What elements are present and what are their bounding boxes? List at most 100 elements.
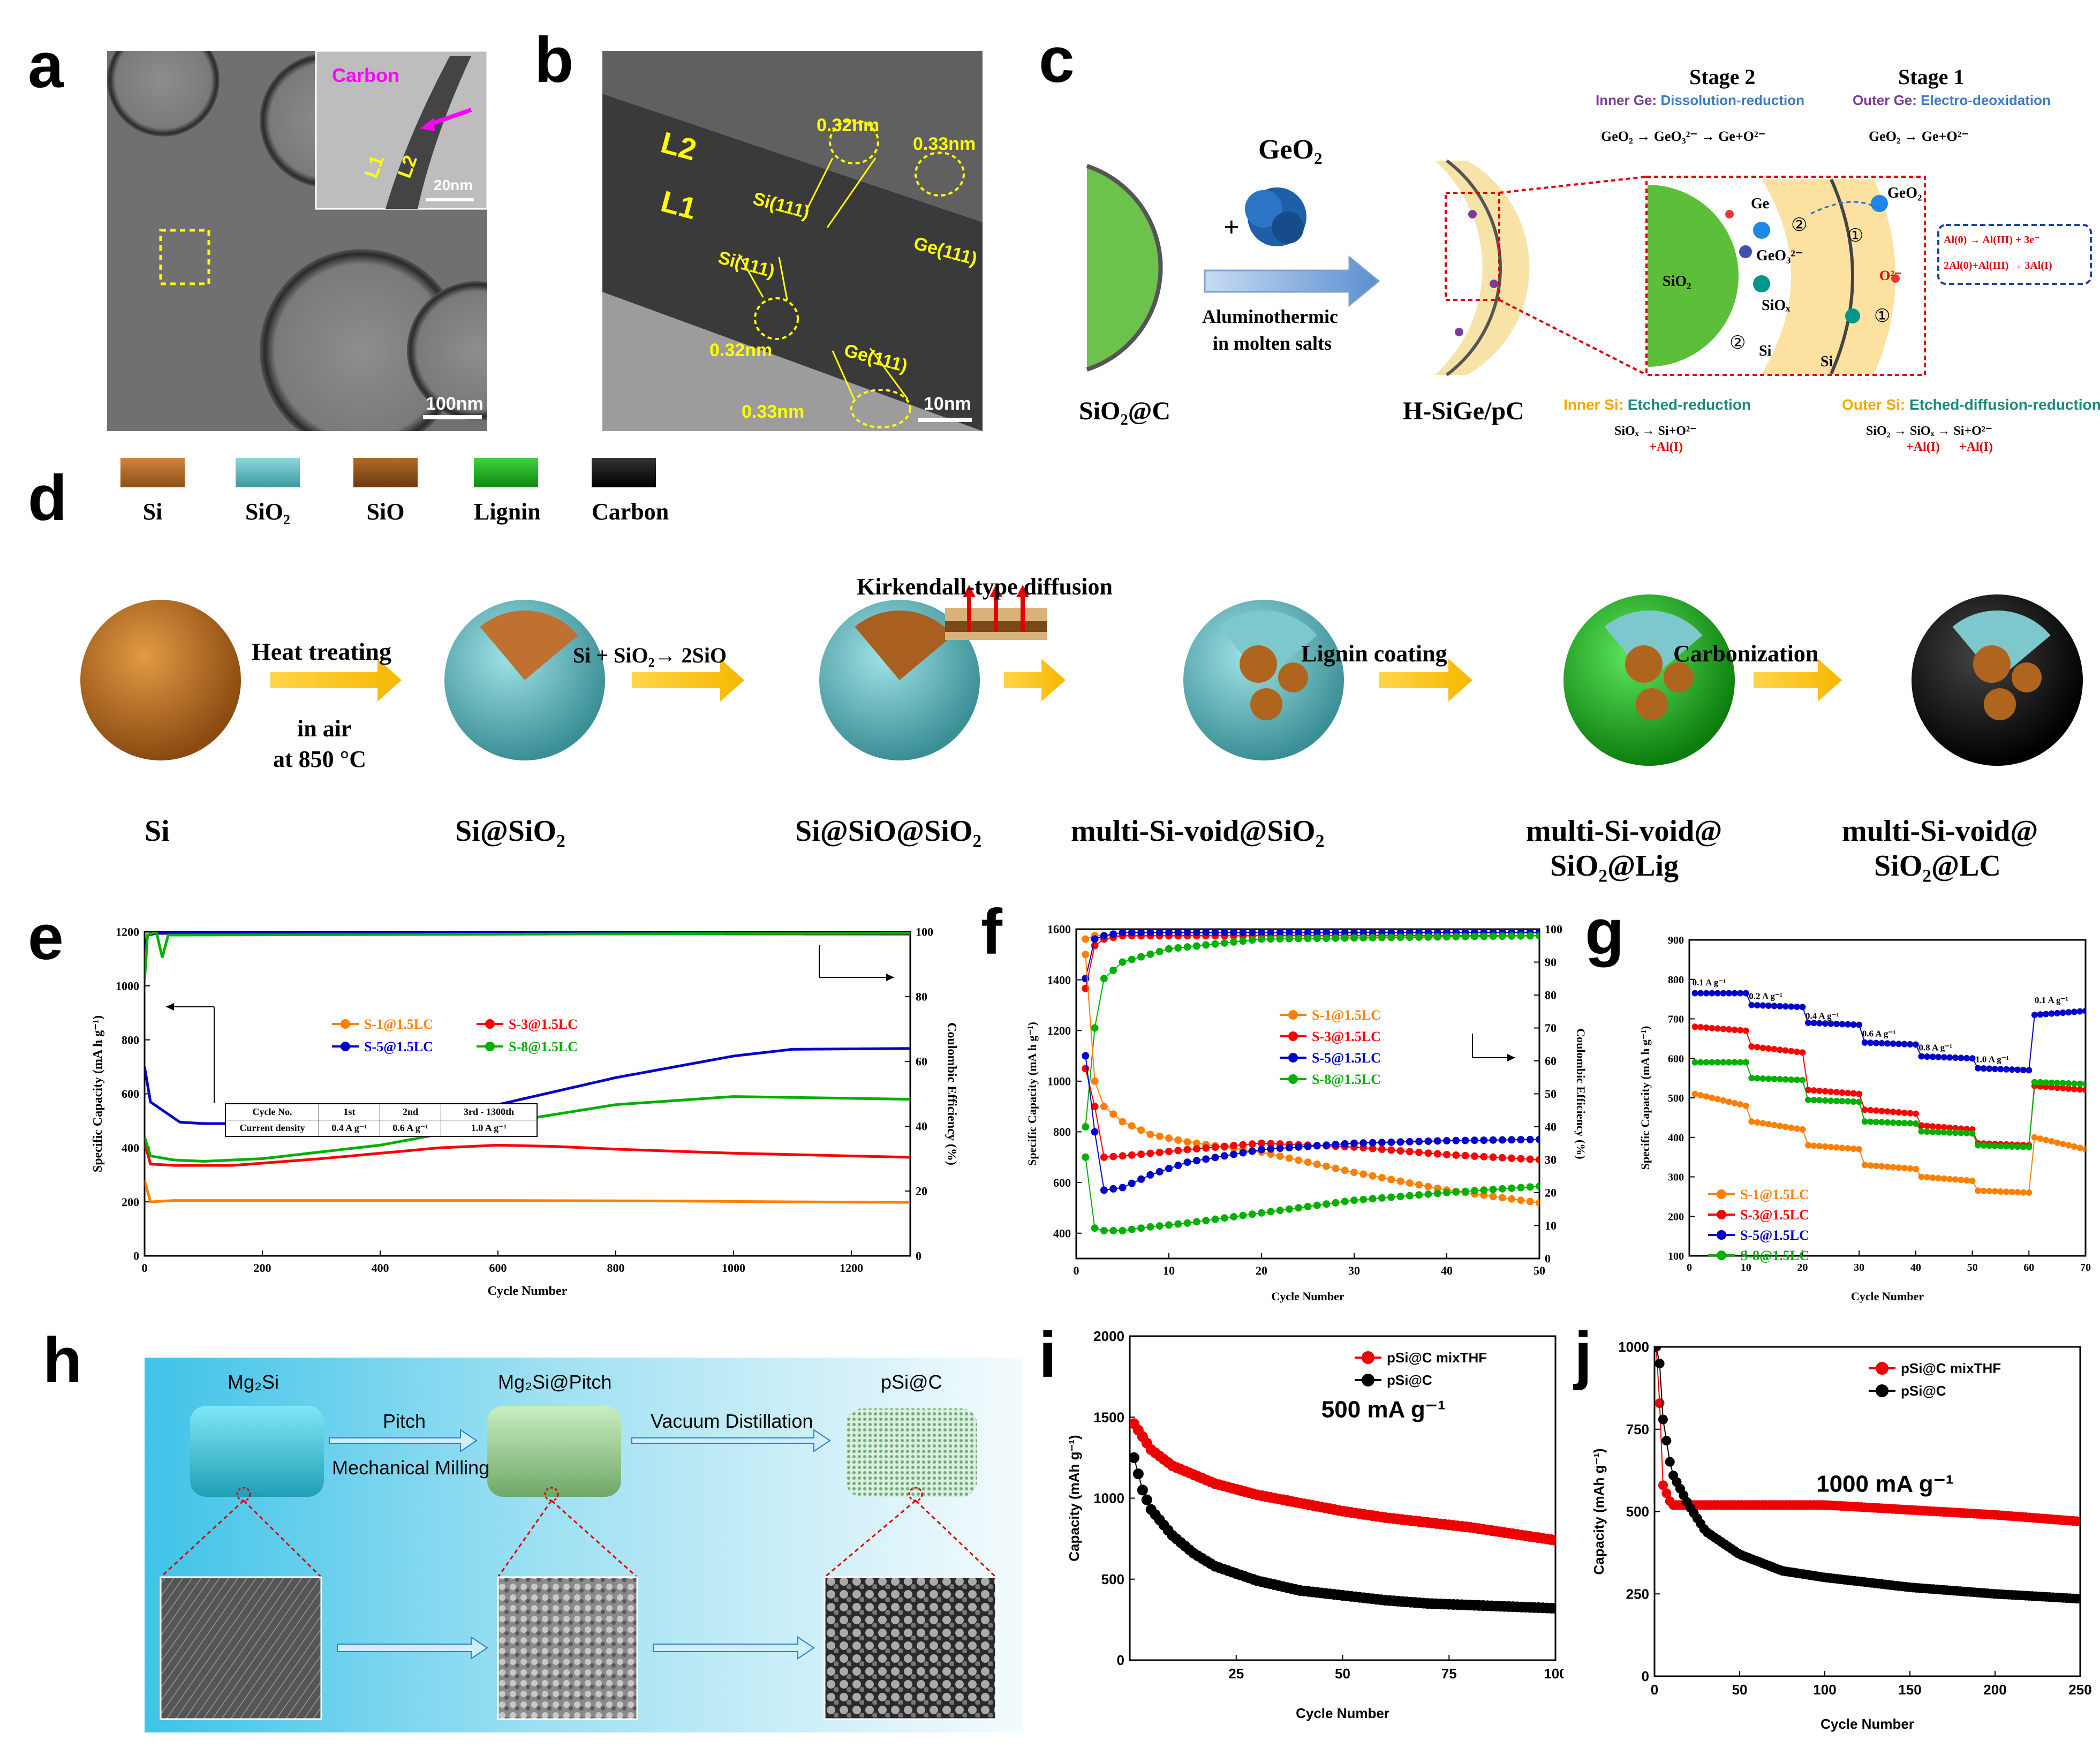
panel-label-f: f [981,896,1002,968]
step2-label: Si + SiO₂→ 2SiO [573,643,727,667]
ce-series-point [1155,929,1164,937]
product-name-lc-line2: SiO₂@LC [1874,849,2001,883]
outer-si-desc: Etched-diffusion-reduction [1909,396,2100,413]
y-tick-label: 400 [1668,1132,1684,1144]
table-row: Cycle No. 1st 2nd 3rd - 1300th [226,1104,537,1120]
sio2c-half-sphere [1087,166,1161,370]
capacity-series-point [1202,1155,1210,1163]
capacity-series-point [1918,1173,1925,1180]
product-name-si-sio-sio2: Si@SiO@SiO₂ [795,815,982,848]
legend-label: S-1@1.5LC [1740,1187,1809,1202]
capacity-series-point [1100,1153,1108,1161]
capacity-series-point [1526,1197,1534,1205]
capacity-series-point [1378,1139,1386,1147]
capacity-series-point [1091,1128,1099,1136]
capacity-series-point [1258,1209,1265,1217]
capacity-series-point [1174,1220,1182,1228]
panel-b-svg [602,51,983,431]
capacity-series-point [1827,1097,1834,1104]
capacity-series-point [1137,1175,1145,1183]
capacity-series-point [1220,1142,1228,1150]
capacity-series-point [1726,1098,1732,1105]
capacity-series-point [1369,1195,1377,1203]
legend-swatch [236,458,300,487]
ce-series-point [1155,947,1164,955]
capacity-series-point [1165,1165,1173,1173]
legend-marker [1876,1362,1889,1375]
y-axis-label: Specific Capacity (mA h g⁻¹) [91,1015,105,1172]
legend-marker [1876,1384,1889,1397]
capacity-series-point [1895,1109,1902,1116]
capacity-series-point [1119,1118,1127,1126]
capacity-series-point [1239,1211,1247,1219]
ce-series-point [1119,929,1127,937]
capacity-series-point [1295,1204,1303,1212]
capacity-series-point [2075,1594,2080,1604]
capacity-series-point [1861,1118,1868,1125]
inner-si-line: Inner Si: Etched-reduction [1563,396,1751,413]
capacity-series-point [1220,1214,1228,1222]
capacity-series [145,1180,910,1204]
capacity-series-point [1350,1169,1358,1177]
capacity-series-point [1141,1494,1152,1505]
capacity-series-point [1742,1102,1749,1109]
capacity-series-point [2071,1086,2078,1092]
capacity-series-point [1396,1193,1404,1201]
arrow-sio-reaction [632,659,744,702]
ce-series-point [1350,934,1358,942]
ce-series-point [1202,929,1210,937]
table-cell: 1st [319,1104,380,1120]
capacity-series-point [1969,1177,1976,1184]
legend-label: pSi@C mixTHF [1387,1350,1487,1366]
y-tick-label: 1000 [1047,1075,1071,1088]
panel-c-schematic: SiO₂@C + GeO₂ Aluminothermic in molten s… [1049,54,2100,439]
capacity-series-point [1443,1189,1451,1196]
y-axis-label: Specific Capacity (mA h g⁻¹) [1638,1026,1652,1170]
sem-image-pitch [497,1576,638,1720]
ce-series-point [1304,929,1312,937]
y2-tick-label: 10 [1545,1219,1557,1232]
capacity-series-point [1323,1200,1331,1208]
capacity-series-point [1856,1098,1863,1105]
plot-frame [143,931,911,1257]
capacity-series-point [2031,1134,2038,1141]
capacity-series-point [2026,1144,2033,1151]
capacity-series-point [1799,1126,1806,1133]
legend-label: S-1@1.5LC [1312,1007,1381,1023]
capacity-series-point [1415,1191,1423,1199]
y-tick-label: 500 [1626,1504,1649,1520]
capacity-series-point [1211,1154,1219,1162]
ce-series-point [1248,929,1256,937]
y2-tick-label: 70 [1545,1021,1557,1035]
outer-ge-line: Outer Ge: Electro-deoxidation [1853,92,2051,109]
capacity-series-point [1754,1044,1761,1051]
capacity-series-point [2076,1144,2083,1151]
capacity-series-point [1963,1177,1970,1184]
d-spacing-4: 0.33nm [742,402,805,422]
capacity-series-point [1901,1109,1908,1116]
pitch-arrow-label: Pitch [383,1410,426,1432]
legend-label: pSi@C [1387,1372,1432,1388]
capacity-series-point [1714,1025,1721,1032]
y-tick-label: 500 [1668,1092,1684,1104]
rate-label: 1.0 A g⁻¹ [1975,1054,2009,1065]
capacity-series-point [1793,1003,1800,1010]
capacity-series-point [1323,1162,1331,1170]
main-scale-label: 100nm [426,394,484,414]
capacity-series-point [1805,1142,1811,1149]
product-label: H-SiGe/pC [1403,397,1524,425]
capacity-series-point [1146,1149,1154,1157]
capacity-series-point [1128,1151,1136,1159]
capacity-series-point [1720,1097,1727,1104]
y-tick-label: 400 [122,1141,139,1155]
capacity-series-point [1498,1154,1506,1162]
capacity-series-point [1498,1194,1506,1202]
ce-series-point [1239,937,1247,945]
capacity-series-point [1765,1002,1772,1009]
capacity-series-point [1691,1059,1698,1066]
arrow-sem-2 [653,1636,815,1660]
chart-g-svg: 0 10 20 30 40 50 60 70 100 200 300 400 500 600 700 800 9… [1638,935,2091,1303]
ce-series-point [1396,933,1404,941]
capacity-series-point [2003,1143,2010,1150]
capacity-series-point [1155,1148,1164,1156]
